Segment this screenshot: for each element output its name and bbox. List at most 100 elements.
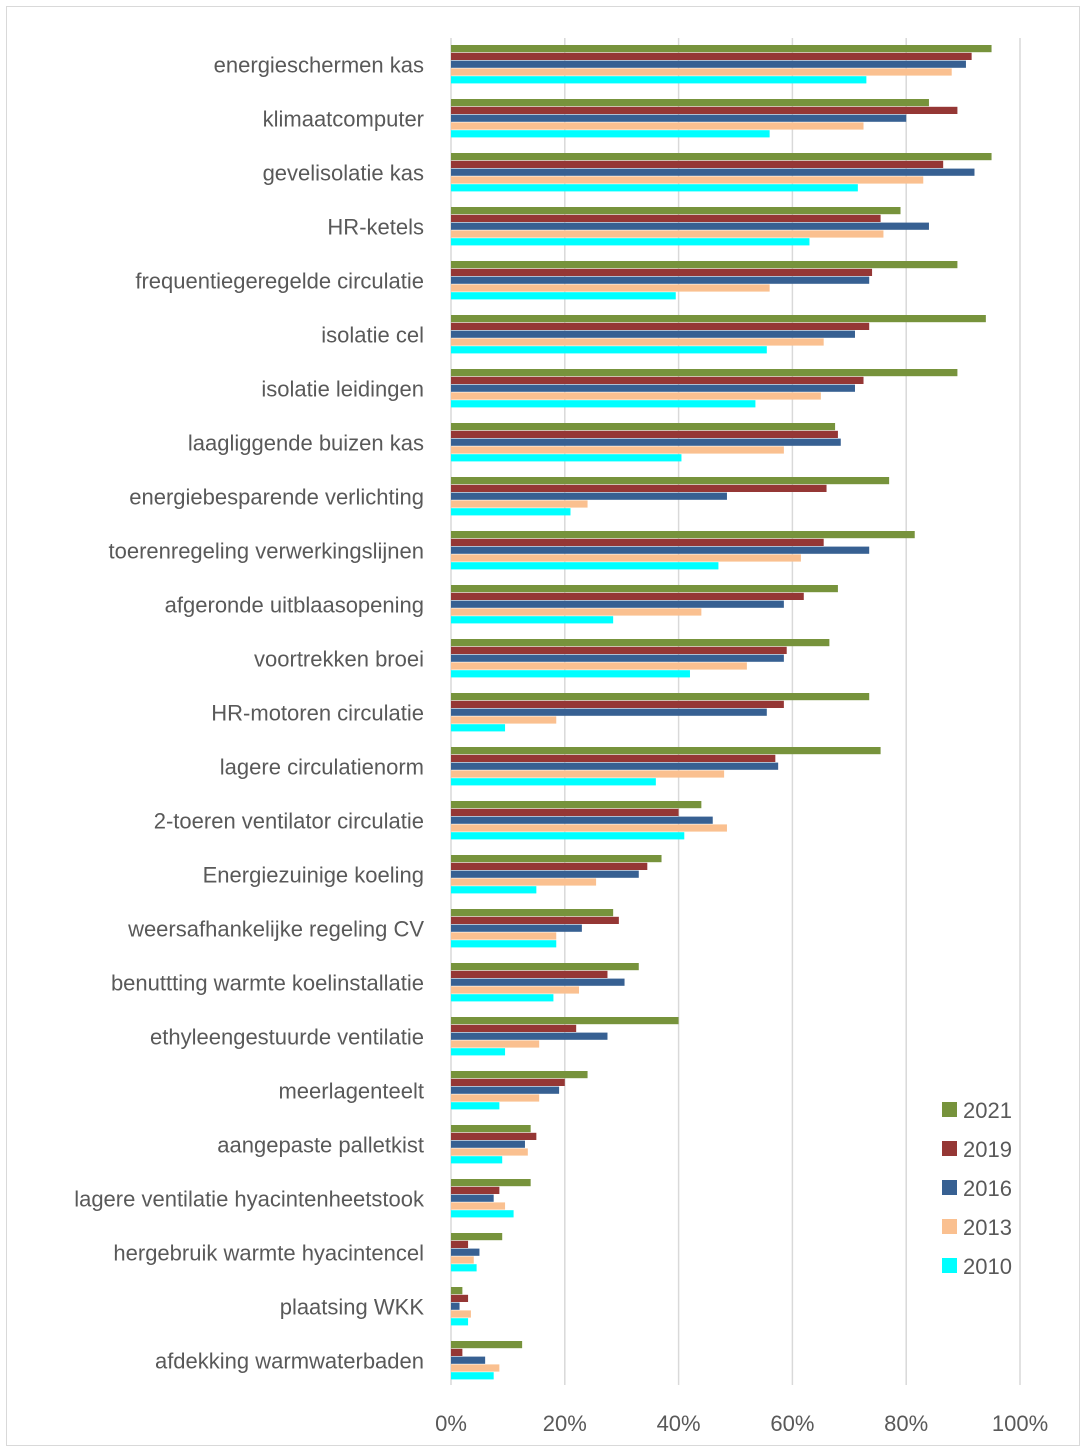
bar-2021-12 [451,693,870,701]
x-tick-label: 100% [992,1411,1048,1436]
legend-swatch-2013 [942,1219,957,1234]
category-label: klimaatcomputer [263,107,424,132]
chart-frame [6,6,1080,1446]
bar-2010-11 [451,670,690,678]
bar-2021-9 [451,531,915,539]
bar-2021-4 [451,261,958,269]
legend-swatch-2021 [942,1102,957,1117]
bar-2010-7 [451,454,682,462]
bar-2010-1 [451,130,770,138]
bar-2021-3 [451,207,901,215]
bar-2019-23 [451,1294,469,1302]
bar-2019-13 [451,754,776,762]
bar-2019-16 [451,916,619,924]
category-label: Energiezuinige koeling [203,863,424,888]
category-label: aangepaste palletkist [217,1133,424,1158]
category-label: laagliggende buizen kas [188,431,424,456]
category-label: voortrekken broei [254,647,424,672]
bar-2013-4 [451,284,770,292]
bar-2010-19 [451,1102,500,1110]
bar-2013-2 [451,176,924,184]
bar-2019-2 [451,160,944,168]
bar-2016-17 [451,978,625,986]
bars [451,45,992,1380]
bar-2013-17 [451,986,580,994]
bar-2013-23 [451,1310,471,1318]
bar-2021-0 [451,45,992,53]
bar-2021-11 [451,639,830,647]
category-label: plaatsing WKK [280,1295,425,1320]
bar-2013-7 [451,446,784,454]
bar-2016-24 [451,1356,486,1364]
legend-swatch-2016 [942,1180,957,1195]
bar-2019-4 [451,268,873,276]
category-labels: energieschermen kas klimaatcomputer geveli… [74,53,425,1374]
bar-2019-0 [451,52,972,60]
x-tick-label: 60% [770,1411,814,1436]
bar-2021-1 [451,99,929,107]
bar-2013-14 [451,824,727,832]
bar-2021-20 [451,1125,531,1133]
bar-2016-13 [451,762,779,770]
legend-label-2013: 2013 [963,1215,1012,1240]
bar-2016-11 [451,654,784,662]
bar-2019-11 [451,646,787,654]
bar-2019-18 [451,1024,577,1032]
bar-2013-11 [451,662,747,670]
bar-2021-13 [451,747,881,755]
bar-2021-7 [451,423,836,431]
bar-2019-20 [451,1132,537,1140]
bar-2013-24 [451,1364,500,1372]
bar-2016-15 [451,870,639,878]
category-label: isolatie cel [321,323,424,348]
bar-2021-18 [451,1017,679,1025]
bar-2010-8 [451,508,571,516]
bar-2021-17 [451,963,639,971]
bar-2010-23 [451,1318,469,1326]
bar-2019-8 [451,484,827,492]
bar-2019-7 [451,430,838,438]
category-label: HR-motoren circulatie [211,701,424,726]
bar-2016-22 [451,1248,480,1256]
bar-2016-8 [451,492,727,500]
bar-2010-15 [451,886,537,894]
bar-2016-18 [451,1032,608,1040]
category-label: isolatie leidingen [261,377,424,402]
bar-2013-8 [451,500,588,508]
bar-2013-15 [451,878,597,886]
bar-2010-18 [451,1048,506,1056]
bar-2010-9 [451,562,719,570]
category-label: 2-toeren ventilator circulatie [154,809,424,834]
legend-label-2021: 2021 [963,1098,1012,1123]
category-label: lagere circulatienorm [220,755,424,780]
bar-2016-14 [451,816,713,824]
bar-2016-6 [451,384,855,392]
x-tick-label: 0% [435,1411,467,1436]
bar-2019-21 [451,1186,500,1194]
bar-2010-4 [451,292,676,300]
bar-2013-18 [451,1040,540,1048]
category-label: afgeronde uitblaasopening [165,593,424,618]
bar-2019-6 [451,376,864,384]
bar-2019-19 [451,1078,565,1086]
bar-2010-14 [451,832,685,840]
category-label: energieschermen kas [214,53,424,78]
bar-2016-7 [451,438,841,446]
bar-2010-17 [451,994,554,1002]
x-tick-label: 20% [543,1411,587,1436]
bar-2013-19 [451,1094,540,1102]
bar-2019-1 [451,106,958,114]
bar-2019-22 [451,1240,469,1248]
bar-2013-6 [451,392,821,400]
bar-2013-10 [451,608,702,616]
bar-2016-21 [451,1194,494,1202]
bar-2019-15 [451,862,648,870]
category-label: weersafhankelijke regeling CV [127,917,424,942]
legend-label-2016: 2016 [963,1176,1012,1201]
bar-2021-14 [451,801,702,809]
bar-2021-15 [451,855,662,863]
bar-2016-4 [451,276,870,284]
bar-2013-12 [451,716,557,724]
bar-2016-12 [451,708,767,716]
